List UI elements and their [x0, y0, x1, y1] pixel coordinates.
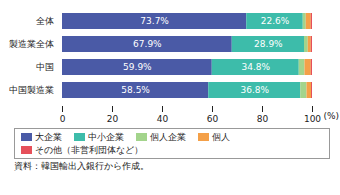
html-text:資料：韓国輸出入銀行から作成。: 資料：韓国輸出入銀行から作成。	[14, 161, 149, 171]
html-text:個人: 個人	[212, 132, 230, 142]
svg-text:製造業全体: 製造業全体	[9, 39, 54, 49]
svg-text:中国製造業: 中国製造業	[9, 85, 54, 95]
svg-text:22.6%: 22.6%	[261, 16, 290, 26]
html-text:大企業: 大企業	[35, 132, 62, 142]
svg-text:58.5%: 58.5%	[121, 85, 150, 95]
svg-text:0: 0	[60, 114, 66, 124]
svg-text:(%): (%)	[324, 111, 340, 121]
svg-text:36.8%: 36.8%	[240, 85, 269, 95]
svg-text:34.8%: 34.8%	[241, 62, 270, 72]
svg-text:67.9%: 67.9%	[133, 39, 162, 49]
html-text:個人企業: 個人企業	[150, 132, 186, 142]
svg-text:40: 40	[157, 114, 169, 124]
svg-text:全体: 全体	[36, 16, 54, 26]
svg-text:59.9%: 59.9%	[123, 62, 152, 72]
svg-text:60: 60	[207, 114, 219, 124]
svg-text:80: 80	[257, 114, 269, 124]
html-text:その他（非営利団体など）: その他（非営利団体など）	[35, 145, 143, 155]
svg-text:28.9%: 28.9%	[254, 39, 283, 49]
svg-text:20: 20	[107, 114, 119, 124]
svg-text:100: 100	[304, 114, 321, 124]
html-text:中小企業: 中小企業	[88, 132, 124, 142]
svg-text:73.7%: 73.7%	[140, 16, 169, 26]
svg-text:中国: 中国	[36, 62, 54, 72]
